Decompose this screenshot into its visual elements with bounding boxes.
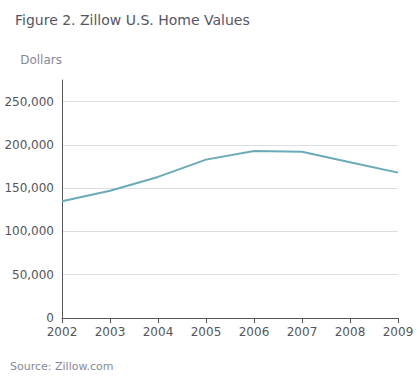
svg-text:250,000: 250,000 xyxy=(4,95,54,109)
svg-text:2003: 2003 xyxy=(95,325,126,339)
svg-text:0: 0 xyxy=(46,311,54,325)
svg-text:2008: 2008 xyxy=(335,325,366,339)
svg-text:Source: Zillow.com: Source: Zillow.com xyxy=(10,360,113,373)
svg-text:Dollars: Dollars xyxy=(20,53,62,67)
svg-text:2006: 2006 xyxy=(239,325,270,339)
svg-text:2005: 2005 xyxy=(191,325,222,339)
svg-text:Figure 2. Zillow U.S. Home Val: Figure 2. Zillow U.S. Home Values xyxy=(15,12,250,28)
svg-text:2007: 2007 xyxy=(287,325,318,339)
svg-text:2009: 2009 xyxy=(383,325,414,339)
svg-text:150,000: 150,000 xyxy=(4,181,54,195)
svg-text:100,000: 100,000 xyxy=(4,224,54,238)
svg-text:200,000: 200,000 xyxy=(4,138,54,152)
svg-text:2002: 2002 xyxy=(47,325,78,339)
svg-text:2004: 2004 xyxy=(143,325,174,339)
svg-text:50,000: 50,000 xyxy=(12,268,54,282)
